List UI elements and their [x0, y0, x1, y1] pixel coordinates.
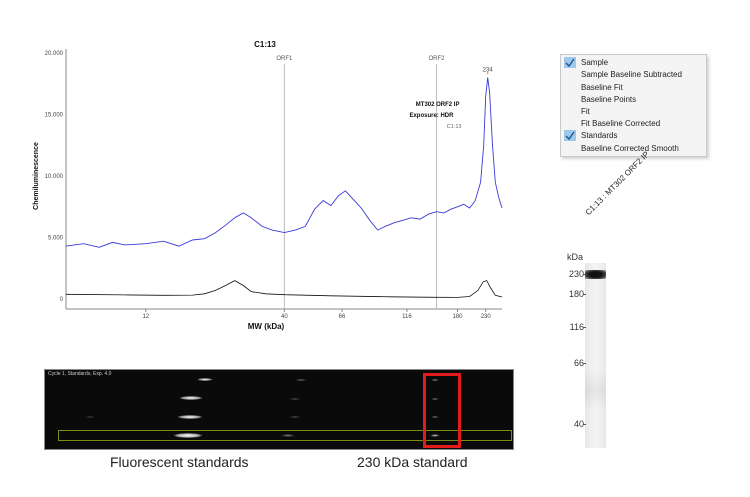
menu-item-label: Fit [581, 107, 590, 116]
kda-tick: 40 [573, 419, 584, 429]
checkmark-icon [564, 57, 576, 68]
menu-item-label: Baseline Points [581, 95, 637, 104]
standard-band [177, 415, 203, 419]
standard-band [289, 398, 301, 400]
x-tick-label: 230 [481, 314, 492, 320]
menu-item-label: Baseline Fit [581, 83, 623, 92]
highlight-230-kda-box [423, 373, 461, 448]
standard-band [173, 433, 203, 438]
kda-tick: 180 [568, 289, 584, 299]
standard-band [289, 416, 301, 418]
y-tick-label: 0 [60, 297, 64, 303]
standard-band [197, 378, 213, 381]
menu-item-baseline-corrected-smooth[interactable]: Baseline Corrected Smooth [561, 143, 706, 155]
standard-band [179, 396, 203, 400]
kda-tick: 230 [568, 269, 584, 279]
standard-band [295, 379, 307, 381]
menu-item-baseline-fit[interactable]: Baseline Fit [561, 82, 706, 94]
menu-item-sample[interactable]: Sample [561, 57, 706, 69]
selected-lane-outline [58, 430, 512, 441]
marker-label: ORF2 [428, 56, 445, 62]
blot-band [585, 270, 606, 279]
menu-item-sample-baseline-subtracted[interactable]: Sample Baseline Subtracted [561, 69, 706, 81]
virtual-blot-lane [585, 263, 606, 448]
annotation-line: Exposure: HDR [409, 113, 454, 119]
y-tick-label: 10.000 [45, 174, 64, 180]
x-tick-label: 40 [281, 314, 288, 320]
annotation-line: C1:13 [447, 124, 462, 130]
standard-band-230 [431, 398, 439, 400]
menu-item-label: Fit Baseline Corrected [581, 119, 661, 128]
blot-smear [585, 370, 606, 410]
trace-display-menu: Sample Sample Baseline Subtracted Baseli… [560, 54, 707, 157]
chart-title: C1:13 [254, 40, 276, 49]
y-tick-label: 15.000 [45, 113, 64, 119]
standard-band-230 [431, 379, 439, 381]
kda-tick-mark [583, 327, 586, 328]
x-tick-label: 180 [452, 314, 463, 320]
kda-tick-mark [583, 424, 586, 425]
x-tick-label: 12 [142, 314, 149, 320]
kda-unit-label: kDa [567, 252, 584, 262]
menu-item-label: Sample [581, 58, 609, 67]
peak-label: 234 [483, 68, 494, 74]
standards-strip-image: Cycle 1, Standards, Exp. 4.0 [44, 369, 514, 450]
annotation-line: MT302 ORF2 IP [416, 102, 460, 108]
standards-series-line [65, 280, 503, 298]
menu-item-baseline-points[interactable]: Baseline Points [561, 94, 706, 106]
standard-band-230 [430, 434, 440, 437]
sample-series-line [65, 77, 503, 248]
standard-band [281, 434, 295, 437]
x-tick-label: 116 [402, 314, 412, 320]
kda-tick-mark [583, 363, 586, 364]
menu-item-standards[interactable]: Standards [561, 130, 706, 142]
caption-fluorescent-standards: Fluorescent standards [110, 454, 249, 470]
kda-tick: 66 [573, 358, 584, 368]
y-axis-label: Chemiluminescence [33, 142, 40, 210]
kda-tick-mark [583, 294, 586, 295]
menu-item-fit-baseline-corrected[interactable]: Fit Baseline Corrected [561, 118, 706, 130]
y-tick-label: 20.000 [45, 51, 64, 57]
peak-marker: * [487, 73, 490, 79]
standard-band-230 [431, 416, 439, 418]
marker-label: ORF1 [276, 56, 293, 62]
caption-230-kda-standard: 230 kDa standard [357, 454, 468, 470]
kda-tick: 116 [569, 322, 584, 332]
y-tick-label: 5.000 [48, 236, 64, 242]
menu-item-label: Standards [581, 131, 618, 140]
kda-tick-mark [583, 274, 586, 275]
menu-item-label: Baseline Corrected Smooth [581, 144, 679, 153]
x-tick-label: 66 [339, 314, 346, 320]
x-axis-label: MW (kDa) [248, 322, 285, 331]
menu-item-fit[interactable]: Fit [561, 106, 706, 118]
standard-band [85, 416, 95, 418]
strip-label: Cycle 1, Standards, Exp. 4.0 [48, 371, 112, 377]
checkmark-icon [564, 130, 576, 141]
menu-item-label: Sample Baseline Subtracted [581, 70, 682, 79]
